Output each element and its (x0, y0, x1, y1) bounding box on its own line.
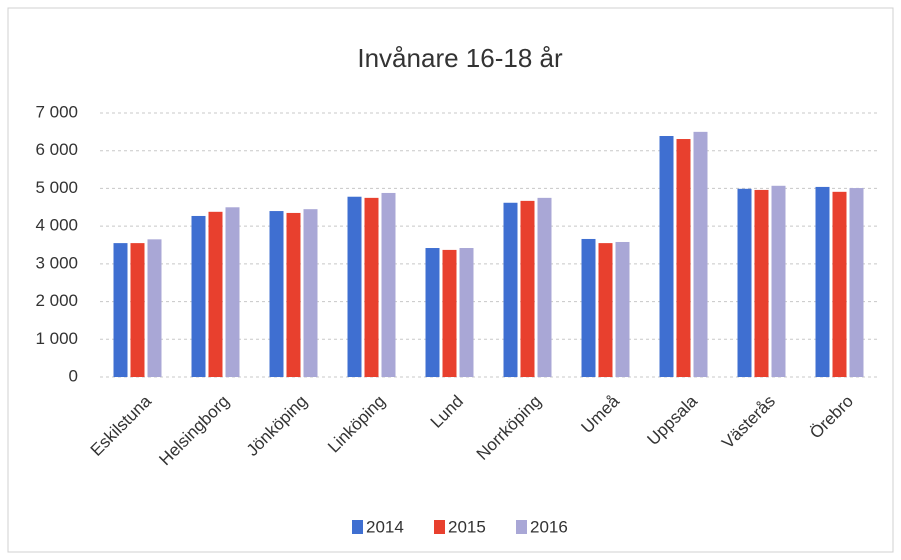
bar (581, 238, 596, 377)
legend-swatch (516, 520, 527, 534)
y-tick-label: 3 000 (35, 253, 78, 272)
legend-label: 2015 (448, 517, 486, 536)
bar (442, 249, 457, 377)
bar (191, 215, 206, 377)
bar (147, 239, 162, 377)
bar (425, 248, 440, 377)
bar (754, 189, 769, 377)
y-tick-label: 2 000 (35, 291, 78, 310)
y-tick-label: 7 000 (35, 102, 78, 121)
bar (113, 243, 128, 377)
bar (130, 243, 145, 377)
chart-title: Invånare 16-18 år (357, 43, 563, 73)
bar (364, 197, 379, 377)
y-tick-label: 6 000 (35, 140, 78, 159)
bar (815, 186, 830, 377)
y-tick-label: 4 000 (35, 216, 78, 235)
legend-label: 2016 (530, 517, 568, 536)
bar (537, 197, 552, 377)
bar (269, 211, 284, 377)
bar (503, 202, 518, 377)
bar (693, 131, 708, 377)
bar (286, 212, 301, 377)
bar (737, 188, 752, 377)
y-tick-label: 0 (69, 366, 78, 385)
bar (832, 191, 847, 377)
legend-swatch (434, 520, 445, 534)
legend-label: 2014 (366, 517, 404, 536)
bar (381, 192, 396, 377)
legend-swatch (352, 520, 363, 534)
bar (520, 200, 535, 377)
bar (659, 136, 674, 377)
bar (676, 139, 691, 377)
bar (208, 211, 223, 377)
bar (347, 196, 362, 377)
bar (771, 185, 786, 377)
bar (598, 243, 613, 377)
bar (615, 241, 630, 377)
bar (225, 207, 240, 377)
bar (459, 248, 474, 377)
y-tick-label: 5 000 (35, 178, 78, 197)
bar (303, 209, 318, 377)
bar (849, 188, 864, 377)
y-tick-label: 1 000 (35, 329, 78, 348)
